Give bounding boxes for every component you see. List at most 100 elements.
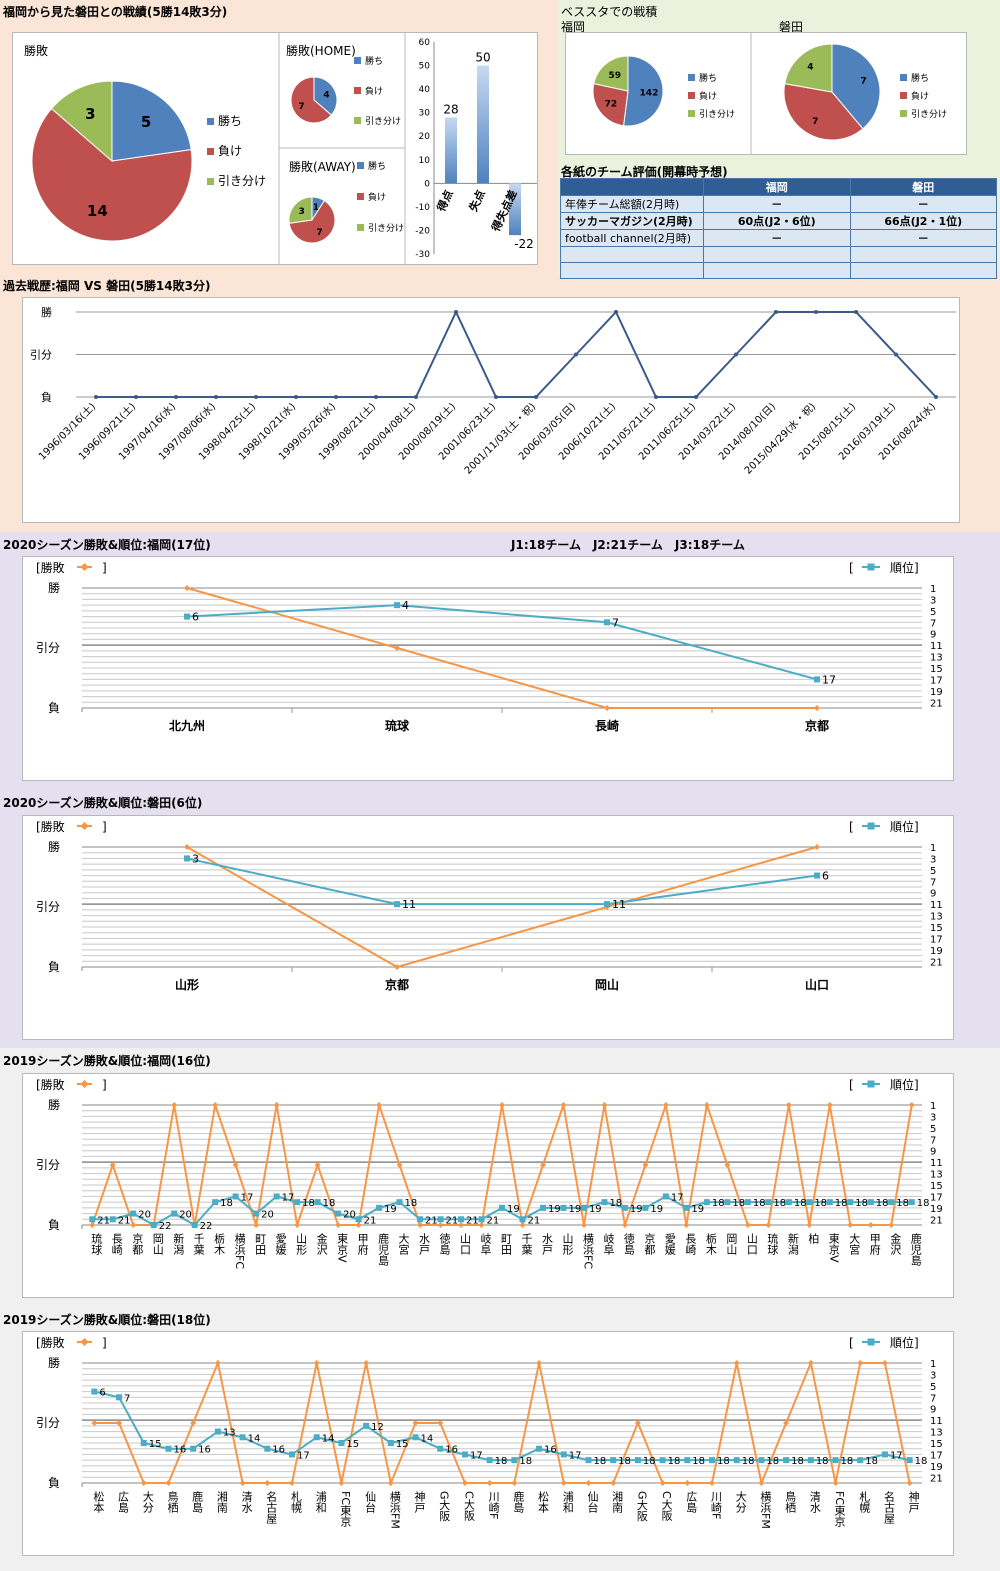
- rank-point: [560, 1204, 567, 1211]
- result-point: [814, 844, 820, 850]
- rank-tick-label: 3: [930, 595, 936, 606]
- bar-category-label: 得点: [433, 188, 455, 215]
- legend-label: 勝ち: [911, 72, 929, 84]
- result-point: [458, 1222, 465, 1228]
- result-point: [758, 1480, 765, 1486]
- rank-point: [394, 602, 400, 609]
- rank-point: [659, 1457, 666, 1464]
- rank-point: [264, 1445, 271, 1452]
- eval-cell: －: [849, 229, 997, 247]
- rank-point: [906, 1457, 913, 1464]
- wdl-tick-label: 引分: [36, 1416, 60, 1430]
- result-point: [294, 1222, 301, 1228]
- rank-value-label: 18: [841, 1456, 854, 1467]
- pie-slice: [623, 55, 664, 127]
- x-tick-label: FC東京: [339, 1491, 352, 1528]
- x-tick-label: 川崎F: [487, 1491, 500, 1519]
- legend-result-open: [勝敗: [36, 1077, 65, 1092]
- rank-tick-label: 7: [930, 1393, 936, 1404]
- pie-value-label: 4: [807, 62, 813, 72]
- rank-value-label: 18: [742, 1456, 755, 1467]
- legend-rank-open: [: [849, 1078, 854, 1092]
- x-tick-label: G大阪: [438, 1491, 451, 1522]
- x-tick-label: 湘南: [215, 1490, 228, 1513]
- legend-rank-close: 順位]: [890, 1077, 919, 1092]
- result-point: [601, 1102, 608, 1108]
- legend-swatch: [357, 193, 364, 200]
- rank-value-label: 4: [402, 599, 409, 612]
- result-point: [396, 1162, 403, 1168]
- history-point: [614, 310, 618, 314]
- x-tick-label: 金沢: [889, 1232, 902, 1256]
- rank-value-label: 18: [712, 1198, 725, 1209]
- x-tick-label: 清水: [808, 1491, 821, 1513]
- rank-point: [642, 1204, 649, 1211]
- sec2020i-title: 2020シーズン勝敗&順位:磐田(6位): [3, 796, 203, 810]
- rank-point: [486, 1457, 493, 1464]
- bar-tick-label: -20: [415, 226, 430, 236]
- result-point: [634, 1420, 641, 1426]
- rank-value-label: 7: [124, 1393, 130, 1404]
- wdl-tick-label: 勝: [48, 1355, 60, 1370]
- rank-point: [376, 1204, 383, 1211]
- result-point: [642, 1162, 649, 1168]
- result-point: [724, 1162, 731, 1168]
- x-tick-label: 仙台: [586, 1491, 599, 1513]
- x-tick-label: 鹿島: [191, 1490, 204, 1514]
- result-point: [486, 1480, 493, 1486]
- x-tick-label: 琉球: [766, 1232, 779, 1255]
- x-tick-label: 横浜FC: [581, 1232, 594, 1270]
- rank-point: [601, 1199, 608, 1206]
- rank-tick-label: 11: [930, 1158, 943, 1169]
- x-tick-label: 京都: [385, 977, 409, 992]
- x-tick-label: 長崎: [595, 718, 619, 733]
- rank-point: [806, 1199, 813, 1206]
- x-tick-label: 広島: [117, 1491, 130, 1514]
- x-tick-label: 千葉: [192, 1233, 205, 1255]
- result-point: [499, 1102, 505, 1108]
- rank-value-label: 21: [425, 1215, 438, 1226]
- eval-cell: －: [703, 195, 851, 213]
- legend-label: 負け: [218, 144, 242, 158]
- result-point: [214, 1360, 221, 1366]
- wdl-tick-label: 引分: [36, 900, 60, 914]
- legend-result-marker: [80, 822, 89, 830]
- history-line: [96, 309, 937, 398]
- rank-value-label: 17: [671, 1192, 684, 1203]
- result-point: [417, 1222, 424, 1228]
- rank-value-label: 19: [384, 1204, 397, 1215]
- x-tick-label: 神戸: [413, 1490, 426, 1514]
- rank-point: [724, 1199, 731, 1206]
- result-point: [253, 1222, 260, 1228]
- rank-value-label: 18: [302, 1198, 315, 1209]
- rank-value-label: 15: [396, 1439, 409, 1450]
- rank-point: [536, 1445, 543, 1452]
- rank-value-label: 18: [668, 1456, 681, 1467]
- bar-tick-label: 20: [419, 132, 431, 142]
- history-point: [774, 310, 778, 314]
- rank-tick-label: 15: [930, 664, 943, 675]
- rank-tick-label: 7: [930, 618, 936, 629]
- rank-tick-label: 17: [930, 675, 943, 686]
- result-point: [289, 1480, 295, 1486]
- eval-row: 年俸チーム総額(2月時) － －: [560, 195, 997, 213]
- rank-value-label: 22: [200, 1221, 213, 1232]
- result-point: [683, 1222, 690, 1228]
- rank-point: [396, 1199, 403, 1206]
- result-point: [783, 1420, 790, 1426]
- legend-swatch: [688, 74, 695, 81]
- rank-tick-label: 1: [930, 843, 936, 854]
- legend-rank-marker: [867, 1080, 875, 1088]
- x-tick-label: 大宮: [848, 1232, 861, 1256]
- result-point: [335, 1222, 342, 1228]
- rank-value-label: 18: [732, 1198, 745, 1209]
- x-tick-label: 水戸: [418, 1233, 431, 1256]
- eval-cell: [849, 262, 997, 279]
- rank-value-label: 16: [173, 1445, 186, 1456]
- eval-title: 各紙のチーム評価(開幕時予想): [561, 165, 728, 179]
- bar-tick-label: 0: [424, 179, 430, 189]
- rank-point: [881, 1451, 888, 1458]
- legend-swatch: [900, 110, 907, 117]
- pie-value-label: 3: [85, 105, 95, 123]
